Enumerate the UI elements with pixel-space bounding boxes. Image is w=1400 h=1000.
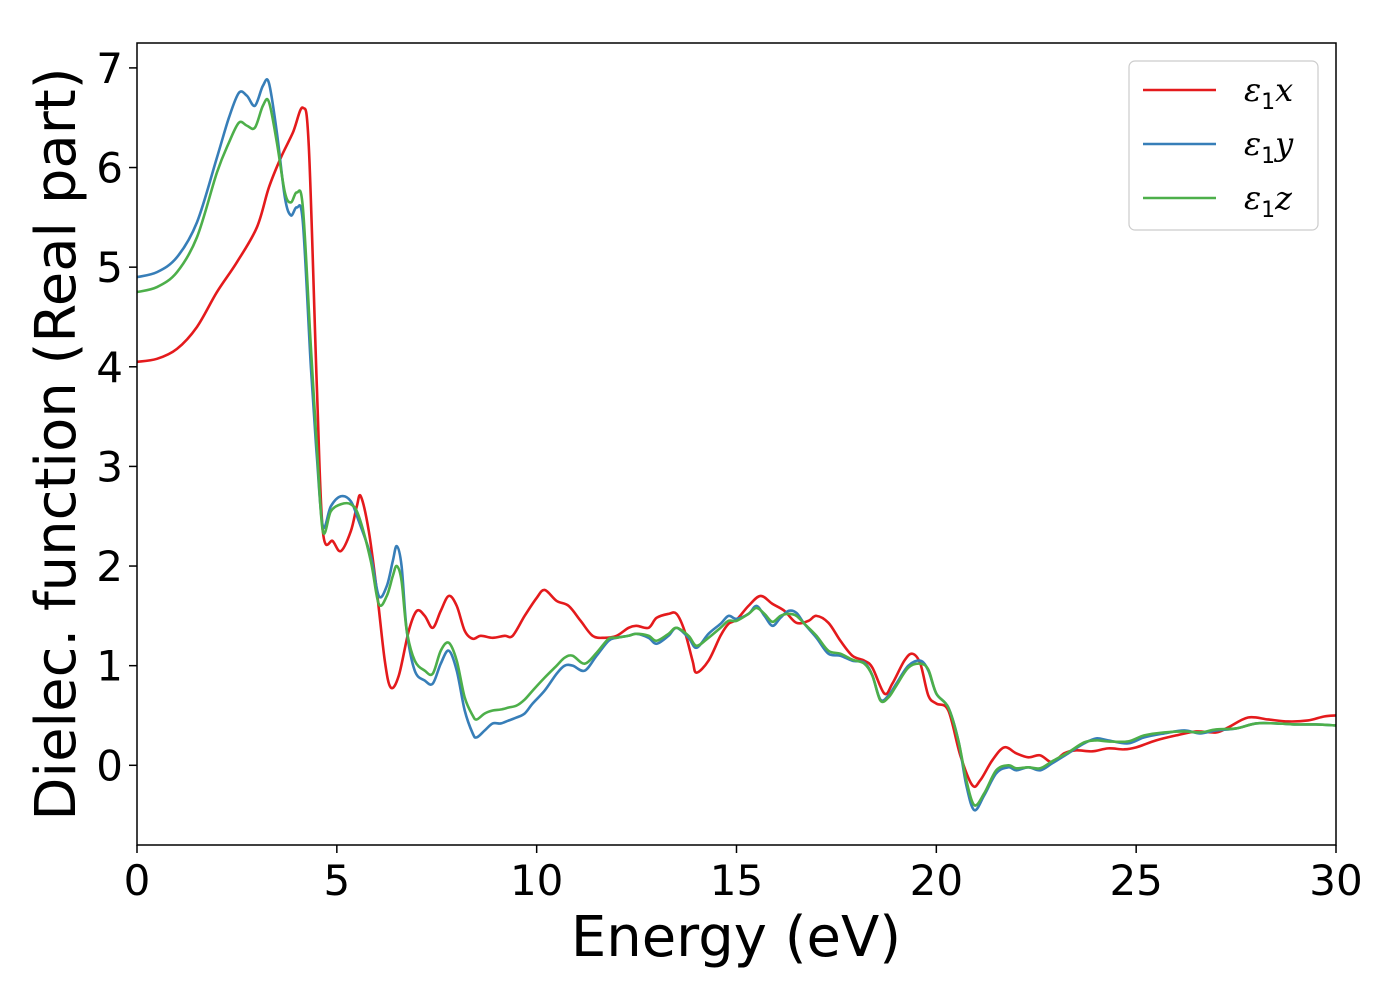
x-tick-label: 15 <box>710 856 763 905</box>
x-axis-title: Energy (eV) <box>571 905 901 970</box>
legend-label-z: ε1z <box>1244 179 1293 223</box>
x-tick-label: 10 <box>510 856 563 905</box>
series-lines <box>137 78 1336 812</box>
x-tick-label: 25 <box>1109 856 1162 905</box>
y-axis-ticks: 0 1 2 3 4 5 6 7 <box>96 44 137 790</box>
x-tick-label: 5 <box>323 856 350 905</box>
y-tick-label: 5 <box>96 243 123 292</box>
y-tick-label: 0 <box>96 741 123 790</box>
legend-box <box>1128 60 1319 231</box>
y-tick-label: 7 <box>96 44 123 93</box>
y-tick-label: 2 <box>96 542 123 591</box>
y-tick-label: 6 <box>96 144 123 193</box>
y-tick-label: 4 <box>96 343 123 392</box>
y-tick-label: 1 <box>96 642 123 691</box>
legend-label-x: ε1x <box>1244 71 1293 115</box>
x-axis-ticks: 0 5 10 15 20 25 30 <box>124 845 1363 905</box>
y-tick-label: 3 <box>96 442 123 491</box>
series-line-z <box>137 97 1336 807</box>
x-tick-label: 0 <box>124 856 151 905</box>
legend: ε1x ε1y ε1z <box>1128 60 1319 231</box>
x-tick-label: 20 <box>910 856 963 905</box>
series-line-x <box>137 106 1336 789</box>
x-tick-label: 30 <box>1309 856 1362 905</box>
legend-label-y: ε1y <box>1244 125 1294 169</box>
y-axis-title: Dielec. function (Real part) <box>24 67 89 820</box>
